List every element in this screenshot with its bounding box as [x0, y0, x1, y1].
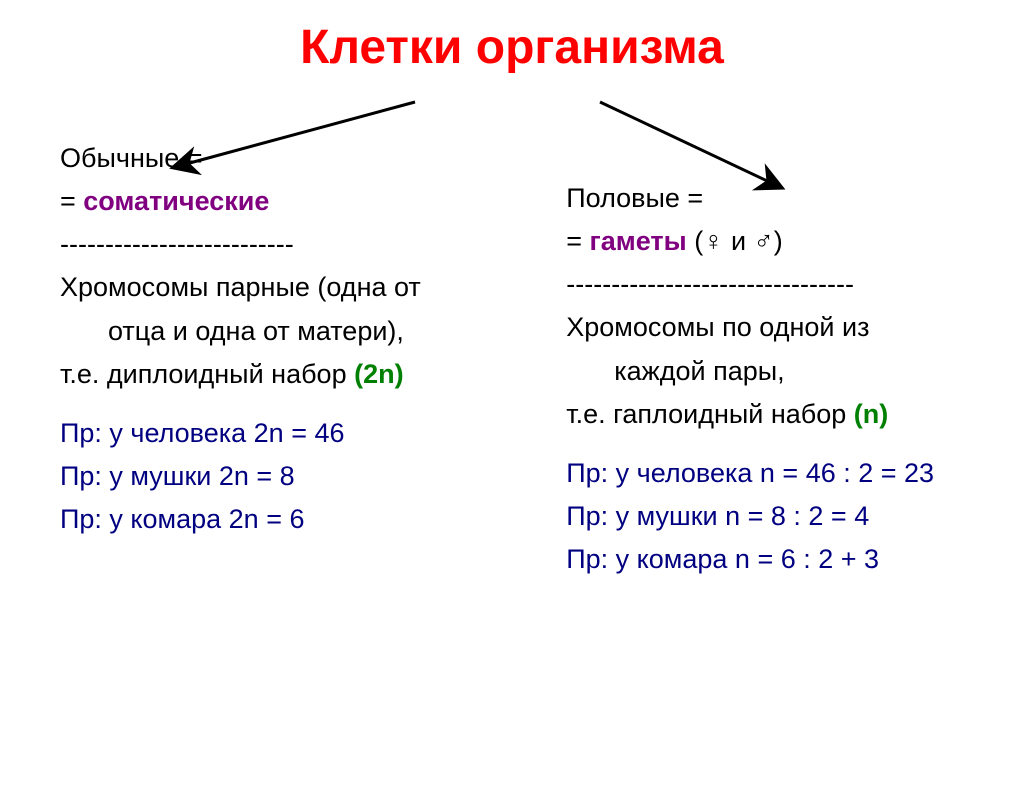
left-ex-0: Пр: у человека 2n = 46: [60, 414, 458, 453]
right-examples: Пр: у человека n = 46 : 2 = 23 Пр: у муш…: [566, 454, 964, 579]
right-term: гаметы: [590, 226, 687, 256]
right-heading2: = гаметы (♀ и ♂): [566, 222, 964, 261]
right-dashes: --------------------------------: [566, 265, 964, 304]
right-desc1: Хромосомы по одной из: [566, 308, 964, 347]
right-ex-1: Пр: у мушки n = 8 : 2 = 4: [566, 497, 964, 536]
left-desc2: т.е. диплоидный набор (2n): [60, 355, 458, 394]
left-term: соматические: [83, 186, 269, 216]
right-ex-2: Пр: у комара n = 6 : 2 + 3: [566, 540, 964, 579]
right-desc2: т.е. гаплоидный набор (n): [566, 395, 964, 434]
right-heading1: Половые =: [566, 179, 964, 218]
left-heading2: = соматические: [60, 182, 458, 221]
left-ex-1: Пр: у мушки 2n = 8: [60, 457, 458, 496]
right-heading2-suffix: (♀ и ♂): [687, 226, 783, 256]
left-desc1b: отца и одна от матери),: [60, 312, 458, 351]
right-heading2-prefix: =: [566, 226, 589, 256]
left-desc2-term: (2n): [354, 359, 404, 389]
right-desc1b: каждой пары,: [566, 352, 964, 391]
left-heading1: Обычные =: [60, 139, 458, 178]
right-ex-0: Пр: у человека n = 46 : 2 = 23: [566, 454, 964, 493]
left-desc1: Хромосомы парные (одна от: [60, 268, 458, 307]
left-ex-2: Пр: у комара 2n = 6: [60, 500, 458, 539]
page-title: Клетки организма: [0, 20, 1024, 75]
left-dashes: --------------------------: [60, 225, 458, 264]
right-desc2-prefix: т.е. гаплоидный набор: [566, 399, 854, 429]
left-desc2-prefix: т.е. диплоидный набор: [60, 359, 354, 389]
right-desc2-term: (n): [854, 399, 888, 429]
left-examples: Пр: у человека 2n = 46 Пр: у мушки 2n = …: [60, 414, 458, 539]
left-heading2-prefix: =: [60, 186, 83, 216]
right-column: Половые = = гаметы (♀ и ♂) -------------…: [566, 175, 964, 583]
left-column: Обычные = = соматические ---------------…: [60, 135, 458, 583]
columns-container: Обычные = = соматические ---------------…: [0, 135, 1024, 583]
